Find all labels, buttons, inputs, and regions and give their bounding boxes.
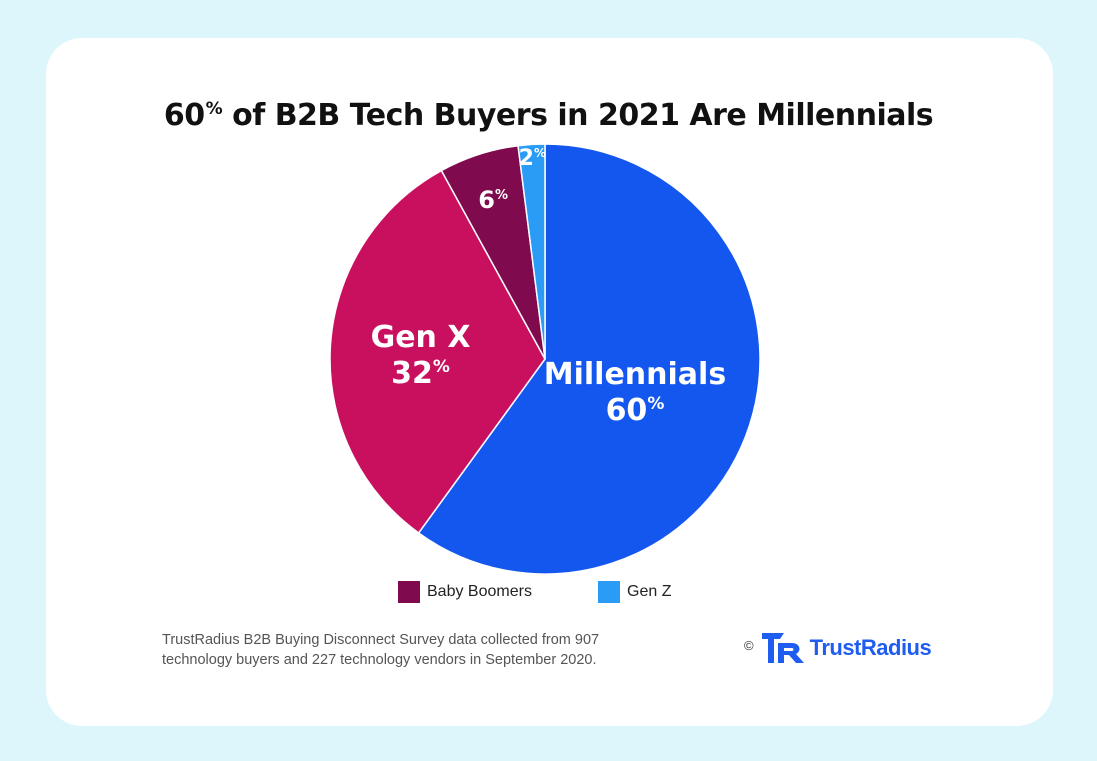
chart-title: 60% of B2B Tech Buyers in 2021 Are Mille… — [0, 98, 1097, 133]
slice-label-name-gen-x: Gen X — [371, 320, 471, 355]
brand-logo: © TrustRadius — [744, 630, 932, 666]
legend-item-gen-z: Gen Z — [598, 580, 671, 604]
pie-slice-millennials — [417, 143, 761, 575]
source-footnote: TrustRadius B2B Buying Disconnect Survey… — [162, 630, 632, 670]
pie-slice-gen-x — [329, 169, 546, 534]
chart-title-number: 60 — [163, 98, 205, 133]
legend-item-baby-boomers: Baby Boomers — [398, 580, 532, 604]
legend-label-gen-z: Gen Z — [627, 583, 672, 600]
slice-label-value-gen-z: 2% — [519, 146, 546, 171]
slice-label-name-millennials: Millennials — [544, 357, 726, 392]
chart-title-percent-sign: % — [205, 99, 223, 119]
chart-title-text: of B2B Tech Buyers in 2021 Are Millennia… — [222, 98, 934, 133]
pie-slice-gen-z — [517, 143, 546, 360]
legend-swatch-baby-boomers — [398, 581, 420, 603]
trustradius-logo-icon — [761, 633, 804, 663]
copyright-symbol: © — [744, 637, 754, 653]
brand-name: TrustRadius — [809, 635, 932, 660]
legend-label-baby-boomers: Baby Boomers — [427, 583, 532, 600]
footnote-line-2: technology buyers and 227 technology ven… — [162, 652, 597, 668]
legend-swatch-gen-z — [598, 581, 620, 603]
footnote-line-1: TrustRadius B2B Buying Disconnect Survey… — [162, 632, 600, 648]
